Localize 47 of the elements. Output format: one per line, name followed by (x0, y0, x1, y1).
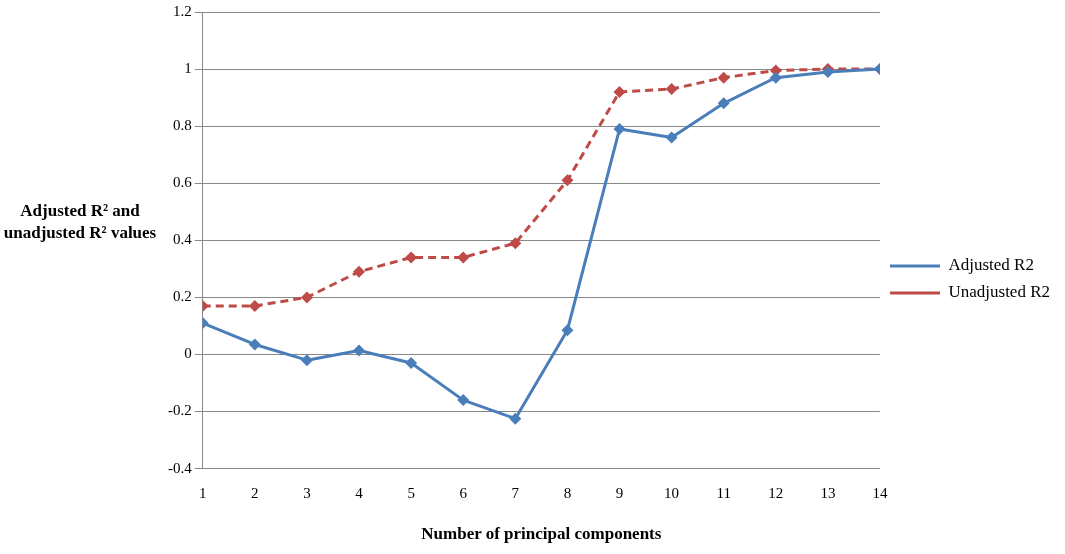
point (300, 354, 313, 367)
point (769, 71, 782, 84)
point (561, 324, 574, 337)
legend-label: Unadjusted R2 (948, 282, 1051, 302)
y-tick-label: 0.2 (173, 288, 192, 305)
x-tick-label: 7 (511, 484, 520, 501)
point (353, 344, 366, 357)
point (457, 394, 470, 407)
x-tick-label: 2 (251, 484, 259, 501)
point (561, 174, 574, 187)
x-tick-label: 14 (872, 484, 888, 501)
point (613, 123, 626, 135)
y-tick-label: 1.2 (173, 2, 192, 19)
x-tick-label: 6 (459, 484, 468, 501)
y-tick-label: 0 (184, 345, 192, 362)
x-tick-label: 3 (303, 484, 311, 501)
point (300, 291, 313, 304)
y-tick-label: 0.6 (173, 174, 193, 191)
point (248, 338, 261, 351)
y-tick-label: 1 (184, 60, 192, 77)
x-tick-label: 9 (615, 484, 624, 501)
point (509, 412, 522, 425)
y-tick-label: -0.2 (168, 402, 192, 419)
point (717, 97, 730, 110)
x-tick-label: 10 (664, 484, 680, 501)
point (717, 71, 730, 84)
point (613, 85, 626, 98)
point (665, 83, 678, 96)
point (353, 265, 366, 278)
point (248, 299, 261, 312)
point (665, 131, 678, 144)
x-tick-label: 5 (407, 484, 415, 501)
x-tick-label: 11 (716, 484, 731, 501)
point (509, 237, 522, 250)
x-tick-label: 4 (355, 484, 364, 501)
y-tick-label: 0.8 (173, 117, 192, 134)
legend-label: Adjusted R2 (948, 255, 1034, 275)
point (405, 357, 418, 370)
y-tick-label: -0.4 (168, 459, 193, 476)
y-tick-label: 0.4 (173, 231, 193, 248)
point (457, 251, 470, 264)
y-axis-title: Adjusted R² and unadjusted R² values (2, 200, 158, 244)
x-tick-label: 1 (199, 484, 207, 501)
x-axis-title: Number of principal components (421, 524, 662, 544)
x-tick-label: 13 (820, 484, 836, 501)
x-tick-label: 12 (768, 484, 784, 501)
x-tick-label: 8 (563, 484, 572, 501)
